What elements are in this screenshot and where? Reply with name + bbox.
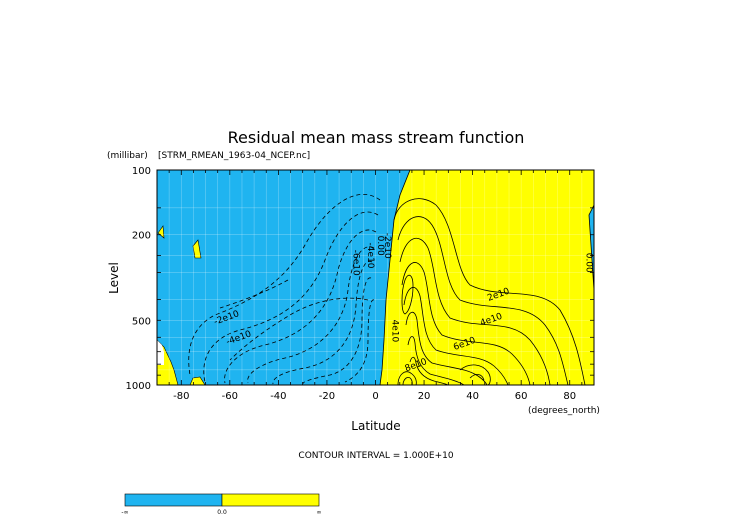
colorbar-label-min: -∞ — [121, 509, 128, 516]
y-tick-label: 1000 — [126, 381, 151, 392]
colorbar-negative — [124, 493, 223, 507]
contour-interval-label: CONTOUR INTERVAL = 1.000E+10 — [298, 451, 453, 461]
contour-pos-7 — [407, 336, 465, 385]
contour-neg-9 — [219, 279, 289, 309]
contour-neg-1 — [188, 194, 381, 376]
chart-title: Residual mean mass stream function — [228, 128, 525, 147]
colorbar-label-max: ∞ — [317, 509, 322, 516]
grid-lines — [157, 170, 594, 385]
x-tick-label: -80 — [173, 391, 189, 402]
contour-label: -6e10 — [351, 250, 361, 276]
positive-patch-2 — [192, 239, 202, 259]
x-units-label: (degrees_north) — [528, 406, 600, 416]
negative-contours — [188, 194, 381, 385]
x-tick-label: 20 — [418, 391, 431, 402]
contour-neg-3 — [224, 229, 377, 384]
x-tick-label: 80 — [563, 391, 576, 402]
contour-pos-13 — [469, 374, 485, 381]
y-tick-label: 200 — [132, 231, 151, 242]
x-tick-label: 0 — [372, 391, 378, 402]
x-tick-label: -40 — [270, 391, 286, 402]
positive-patch-1 — [157, 225, 165, 239]
zero-contour-right — [588, 204, 594, 291]
positive-region — [380, 170, 594, 385]
x-tick-label: 60 — [515, 391, 528, 402]
y-units-label: (millibar) — [107, 151, 148, 161]
colorbar-positive — [221, 493, 320, 507]
contour-pos-10 — [397, 371, 417, 385]
contour-neg-7 — [344, 299, 375, 383]
x-tick-label: -60 — [222, 391, 238, 402]
contour-label: -2e10 — [382, 233, 392, 259]
x-tick-label: 40 — [466, 391, 479, 402]
contour-label: -4e10 — [365, 243, 375, 269]
contour-neg-5 — [272, 260, 373, 385]
contour-label: 0.00 — [584, 253, 594, 273]
contour-pos-2 — [397, 216, 569, 385]
contour-pos-3 — [399, 237, 551, 385]
colorbar: -∞ 0.0 ∞ — [121, 493, 322, 516]
y-axis: 100 200 500 1000 — [126, 166, 594, 392]
contour-neg-8 — [229, 297, 369, 361]
contour-pos-4 — [401, 262, 531, 385]
y-tick-label: 500 — [132, 316, 151, 327]
zero-contour — [379, 170, 411, 385]
y-axis-label: Level — [107, 262, 121, 294]
chart-subtitle: [STRM_RMEAN_1963-04_NCEP.nc] — [158, 151, 310, 161]
contour-pos-1 — [393, 198, 586, 385]
contour-field — [157, 170, 594, 385]
contour-pos-9 — [401, 274, 414, 315]
contour-pos-8 — [409, 356, 449, 385]
x-axis-label: Latitude — [351, 419, 400, 433]
missing-patch — [157, 340, 164, 365]
y-tick-label: 100 — [132, 166, 151, 177]
contour-label: 4e10 — [389, 320, 399, 343]
contour-pos-12 — [459, 364, 491, 385]
contour-pos-5 — [403, 287, 509, 385]
x-axis: -80 -60 -40 -20 0 20 40 60 80 — [156, 170, 595, 402]
contour-label: 0.00 — [375, 236, 385, 256]
colorbar-label-mid: 0.0 — [217, 509, 227, 516]
contour-neg-2 — [203, 211, 379, 383]
x-tick-label: -20 — [319, 391, 335, 402]
contour-neg-6 — [302, 277, 372, 385]
contour-neg-4 — [247, 246, 375, 384]
contour-pos-6 — [405, 311, 488, 385]
